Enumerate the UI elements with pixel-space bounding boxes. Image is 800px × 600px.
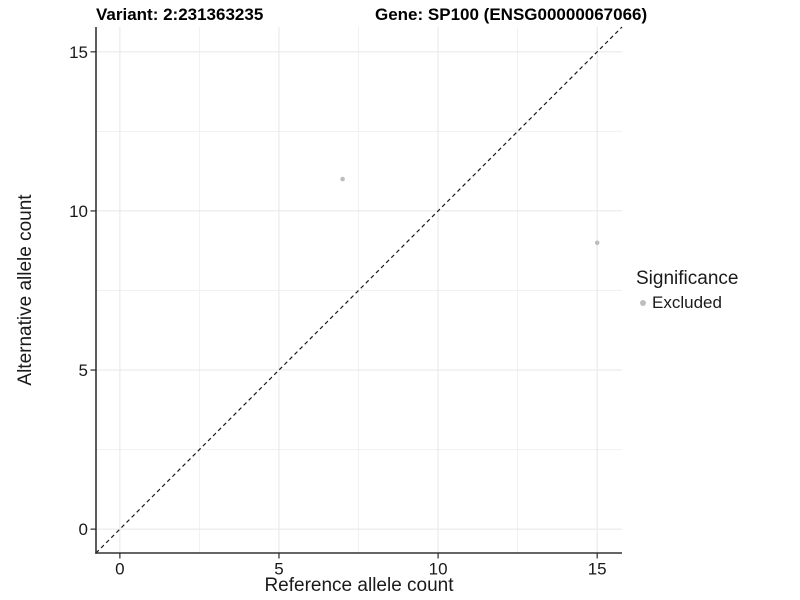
legend-item-label: Excluded bbox=[652, 293, 722, 312]
legend-title: Significance bbox=[636, 268, 739, 289]
data-point bbox=[594, 240, 600, 246]
y-tick-label: 0 bbox=[79, 520, 88, 539]
legend: Significance Excluded bbox=[636, 268, 738, 313]
y-axis-label: Alternative allele count bbox=[15, 194, 36, 386]
x-tick-label: 0 bbox=[115, 560, 124, 579]
legend-item-excluded: Excluded bbox=[636, 293, 738, 313]
gene-title: Gene: SP100 (ENSG00000067066) bbox=[375, 5, 648, 24]
x-axis-label: Reference allele count bbox=[264, 575, 454, 596]
x-tick-label: 10 bbox=[429, 560, 448, 579]
y-tick-label: 5 bbox=[79, 361, 88, 380]
x-tick-label: 15 bbox=[588, 560, 607, 579]
variant-title: Variant: 2:231363235 bbox=[96, 5, 264, 24]
legend-key-dot-icon bbox=[640, 300, 646, 306]
identity-reference-line bbox=[95, 26, 623, 554]
data-point bbox=[340, 176, 345, 182]
x-tick-label: 5 bbox=[274, 560, 283, 579]
y-tick-label: 15 bbox=[69, 43, 88, 62]
y-tick-label: 10 bbox=[69, 202, 88, 221]
